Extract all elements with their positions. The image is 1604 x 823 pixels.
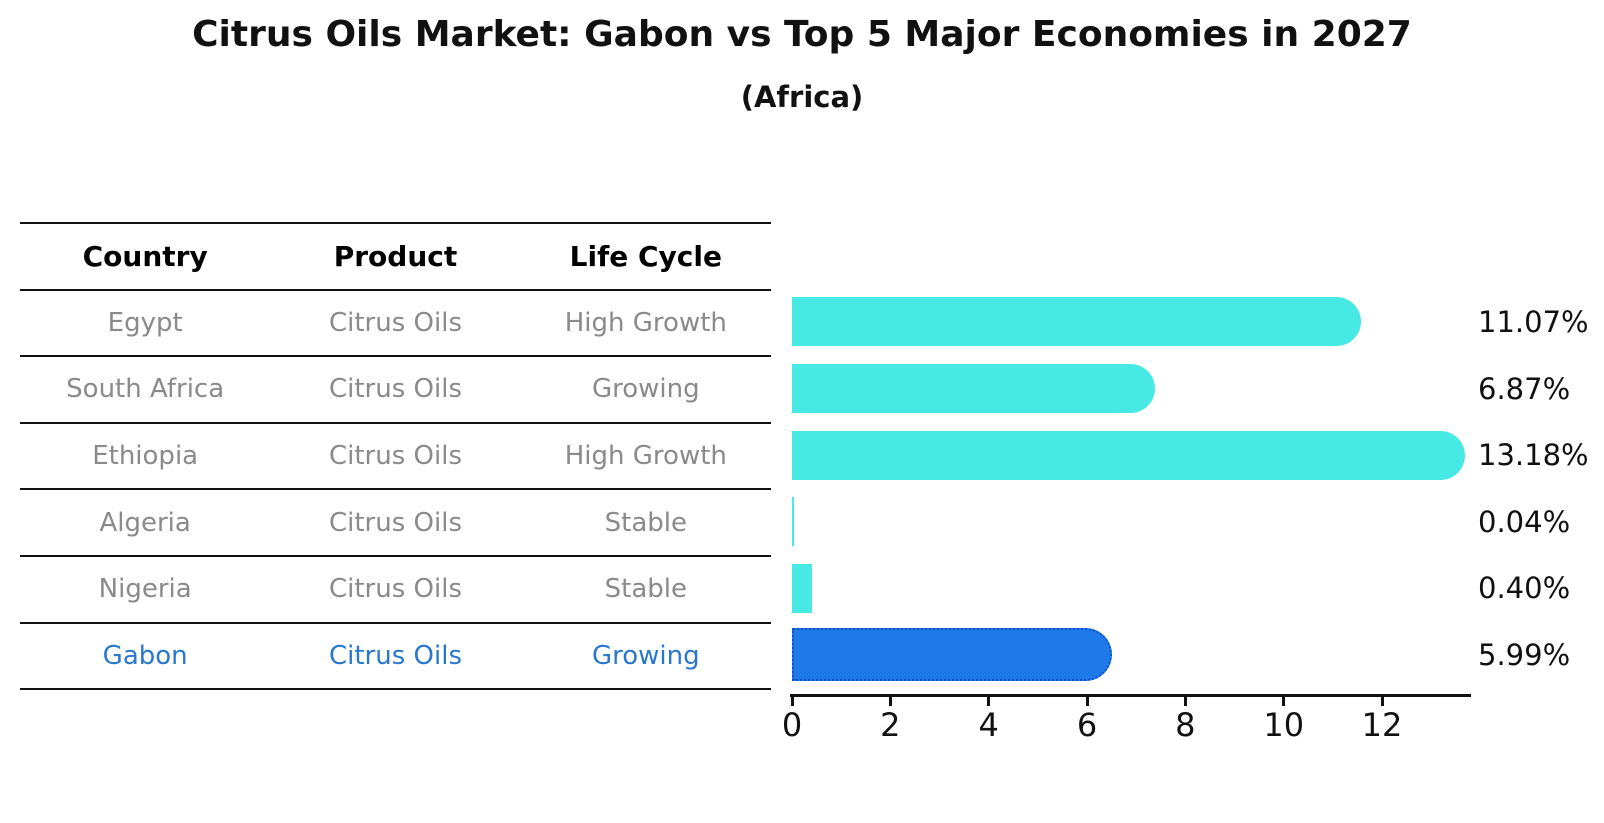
product-cell: Citrus Oils (328, 374, 462, 405)
table-header-cell: Country (82, 239, 208, 273)
x-tick-label: 0 (781, 706, 803, 744)
bar-ethiopia (792, 430, 1466, 480)
product-cell: Citrus Oils (328, 640, 462, 671)
life-cycle-cell: Stable (604, 574, 687, 605)
table-row: Algeria Citrus Oils Stable (20, 490, 771, 557)
table-header-cell: Product (333, 239, 458, 273)
country-cell: South Africa (66, 374, 225, 405)
product-cell: Citrus Oils (328, 574, 462, 605)
x-tick-mark (1183, 697, 1187, 706)
chart-title: Citrus Oils Market: Gabon vs Top 5 Major… (192, 14, 1412, 55)
product-cell: Citrus Oils (328, 441, 462, 472)
bar-value-label: 0.40% (1478, 571, 1571, 606)
x-tick-label: 6 (1076, 706, 1098, 744)
table-row: Gabon Citrus Oils Growing (20, 624, 771, 691)
x-tick-label: 8 (1175, 706, 1196, 744)
country-cell: Egypt (107, 307, 183, 338)
x-tick-mark (888, 697, 892, 706)
bar-algeria (792, 497, 794, 547)
x-tick-mark (1085, 697, 1089, 706)
bar-nigeria (792, 563, 812, 613)
bar-value-label: 5.99% (1478, 637, 1571, 672)
bar-value-label: 13.18% (1478, 438, 1589, 473)
bar-value-label: 6.87% (1478, 371, 1571, 406)
x-tick-mark (1282, 697, 1286, 706)
table-row: South Africa Citrus Oils Growing (20, 357, 771, 424)
bar-value-label: 0.04% (1478, 504, 1571, 539)
country-cell: Ethiopia (92, 441, 199, 472)
country-cell: Nigeria (98, 574, 192, 605)
bar-south-africa (792, 364, 1155, 413)
table-header-cell: Life Cycle (569, 239, 722, 273)
life-cycle-cell: High Growth (564, 441, 727, 472)
table-row: Egypt Citrus Oils High Growth (20, 291, 771, 358)
life-cycle-cell: Growing (591, 374, 700, 405)
table-row: Ethiopia Citrus Oils High Growth (20, 424, 771, 491)
table-header-row: Country Product Life Cycle (20, 224, 771, 291)
life-cycle-cell: High Growth (564, 307, 727, 338)
country-cell: Algeria (99, 507, 191, 538)
x-axis-line (790, 694, 1471, 697)
bar-egypt (792, 297, 1362, 347)
x-tick-label: 10 (1263, 706, 1305, 744)
x-tick-label: 12 (1361, 706, 1403, 744)
x-tick-label: 4 (978, 706, 999, 744)
x-tick-mark (987, 697, 991, 706)
bar-value-label: 11.07% (1478, 304, 1589, 339)
country-table: Country Product Life Cycle Egypt Citrus Oils… (20, 222, 771, 691)
product-cell: Citrus Oils (328, 507, 462, 538)
country-cell: Gabon (102, 640, 188, 671)
life-cycle-cell: Stable (604, 507, 687, 538)
x-tick-mark (1380, 697, 1384, 706)
table-row: Nigeria Citrus Oils Stable (20, 557, 771, 624)
x-tick-mark (790, 697, 794, 706)
x-tick-label: 2 (880, 706, 901, 744)
bar-gabon-highlighted (792, 628, 1112, 682)
product-cell: Citrus Oils (328, 307, 462, 338)
chart-subtitle: (Africa) (740, 80, 864, 114)
life-cycle-cell: Growing (591, 640, 700, 671)
